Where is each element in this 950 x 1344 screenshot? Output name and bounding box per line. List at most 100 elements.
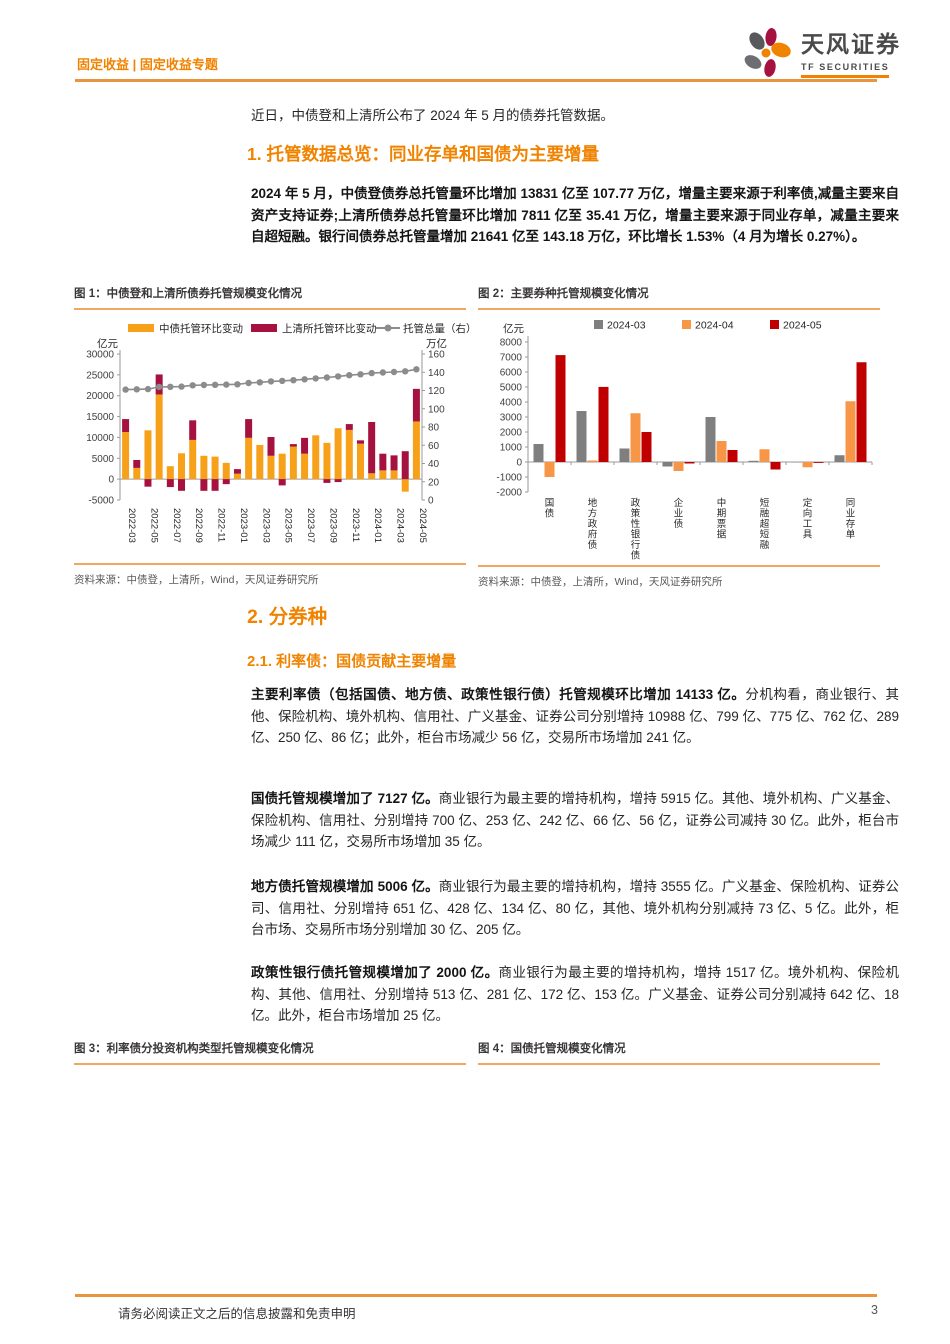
paragraph-rates-lead: 主要利率债（包括国债、地方债、政策性银行债）托管规模环比增加 14133 亿。 <box>251 687 746 702</box>
chart-custody-change-bar-line: 中债托管环比变动 上清所托管环比变动 托管总量（右） 亿元 万亿 -5000 0 5000 10… <box>74 314 476 563</box>
paragraph-local-gov-rest: 商业银行为最主要的增持机构，增持 3555 亿。广义基金、保险机构、证券公司、信… <box>251 879 899 937</box>
brand-subtitle: TF SECURITIES <box>801 62 890 78</box>
svg-text:定向工具: 定向工具 <box>803 497 813 541</box>
svg-text:1000: 1000 <box>500 443 523 454</box>
figure4-caption-rule <box>478 1063 880 1065</box>
brand-name: 天风证券 <box>801 30 901 57</box>
paragraph-policy-bank-lead: 政策性银行债托管规模增加了 2000 亿。 <box>251 965 499 980</box>
section2-title: 2. 分券种 <box>247 606 328 628</box>
intro-paragraph: 近日，中债登和上清所公布了 2024 年 5 月的债券托管数据。 <box>251 108 615 123</box>
svg-text:10000: 10000 <box>86 433 114 444</box>
svg-text:30000: 30000 <box>86 350 114 361</box>
svg-text:亿元: 亿元 <box>97 337 118 350</box>
header-rule <box>75 79 877 82</box>
svg-text:-5000: -5000 <box>88 496 114 507</box>
svg-text:地方政府债: 地方政府债 <box>588 497 598 551</box>
logo-text: 天风证券 TF SECURITIES <box>801 31 901 78</box>
figure4: 图 4：国债托管规模变化情况 <box>478 1040 880 1065</box>
footer-page-number: 3 <box>871 1303 878 1317</box>
svg-text:亿元: 亿元 <box>503 322 524 335</box>
svg-text:2024-03: 2024-03 <box>607 320 646 332</box>
tf-securities-logo: 天风证券 TF SECURITIES <box>740 28 901 80</box>
section2-1-title: 2.1. 利率债：国债贡献主要增量 <box>247 653 457 670</box>
figure1-source: 资料来源：中债登，上清所，Wind，天风证券研究所 <box>74 574 319 586</box>
svg-text:中债托管环比变动: 中债托管环比变动 <box>159 322 243 335</box>
figure1-source-rule <box>74 563 466 565</box>
svg-text:60: 60 <box>428 441 440 452</box>
svg-text:25000: 25000 <box>86 370 114 381</box>
svg-text:企业债: 企业债 <box>674 497 684 530</box>
svg-text:同业存单: 同业存单 <box>846 498 856 541</box>
svg-text:-2000: -2000 <box>496 488 522 499</box>
footer-disclaimer: 请务必阅读正文之后的信息披露和免责申明 <box>118 1307 356 1321</box>
svg-text:2000: 2000 <box>500 428 523 439</box>
svg-text:2024-03: 2024-03 <box>395 508 406 543</box>
svg-text:0: 0 <box>428 496 434 507</box>
svg-text:8000: 8000 <box>500 338 523 349</box>
svg-text:托管总量（右）: 托管总量（右） <box>403 322 470 335</box>
svg-text:20000: 20000 <box>86 391 114 402</box>
paragraph-local-gov-lead: 地方债托管规模增加 5006 亿。 <box>251 879 439 894</box>
svg-text:2022-03: 2022-03 <box>126 508 137 543</box>
figure4-caption: 图 4：国债托管规模变化情况 <box>478 1043 626 1055</box>
paragraph-treasury-rest: 商业银行为最主要的增持机构，增持 5915 亿。其他、境外机构、广义基金、保险机… <box>251 791 899 849</box>
svg-text:20: 20 <box>428 477 440 488</box>
svg-text:上清所托管环比变动: 上清所托管环比变动 <box>282 322 377 335</box>
svg-text:2024-05: 2024-05 <box>417 508 428 543</box>
svg-text:2024-05: 2024-05 <box>783 320 822 332</box>
svg-text:80: 80 <box>428 423 440 434</box>
svg-text:2023-11: 2023-11 <box>350 508 361 542</box>
paragraph-rates-rest: 分机构看，商业银行、其他、保险机构、境外机构、信用社、广义基金、证券公司分别增持… <box>251 687 899 745</box>
figure3-caption: 图 3：利率债分投资机构类型托管规模变化情况 <box>74 1043 314 1055</box>
svg-text:120: 120 <box>428 386 445 397</box>
figure2-caption: 图 2：主要券种托管规模变化情况 <box>478 288 649 300</box>
svg-text:2022-11: 2022-11 <box>216 508 227 542</box>
svg-text:2024-01: 2024-01 <box>372 508 383 543</box>
figure3-caption-rule <box>74 1063 466 1065</box>
footer-rule <box>75 1294 877 1297</box>
figure1: 图 1：中债登和上清所债券托管规模变化情况 中债托管环比变动 上清所托管环比变动 托… <box>74 285 477 587</box>
svg-text:0: 0 <box>108 475 114 486</box>
section1-title: 1. 托管数据总览：同业存单和国债为主要增量 <box>247 144 599 164</box>
figure2: 图 2：主要券种托管规模变化情况 2024-03 2024-04 2024-05 亿元… <box>478 285 880 589</box>
logo-flower-icon <box>744 28 791 77</box>
svg-text:15000: 15000 <box>86 412 114 423</box>
svg-text:140: 140 <box>428 368 445 379</box>
svg-text:7000: 7000 <box>500 353 523 364</box>
svg-text:短融超短融: 短融超短融 <box>760 497 770 551</box>
svg-text:2023-07: 2023-07 <box>305 508 316 543</box>
svg-text:2023-05: 2023-05 <box>283 508 294 543</box>
paragraph-treasury-lead: 国债托管规模增加了 7127 亿。 <box>251 791 439 806</box>
svg-text:2024-04: 2024-04 <box>695 320 734 332</box>
figure2-caption-rule <box>478 308 880 310</box>
svg-text:4000: 4000 <box>500 398 523 409</box>
figure2-source: 资料来源：中债登，上清所，Wind，天风证券研究所 <box>478 576 723 588</box>
figure1-caption: 图 1：中债登和上清所债券托管规模变化情况 <box>74 288 303 300</box>
svg-text:2022-07: 2022-07 <box>171 508 182 543</box>
svg-text:5000: 5000 <box>92 454 115 465</box>
paragraph-local-gov: 地方债托管规模增加 5006 亿。商业银行为最主要的增持机构，增持 3555 亿… <box>251 876 899 941</box>
svg-text:3000: 3000 <box>500 413 523 424</box>
svg-text:2023-03: 2023-03 <box>260 508 271 543</box>
paragraph-treasury: 国债托管规模增加了 7127 亿。商业银行为最主要的增持机构，增持 5915 亿… <box>251 788 899 853</box>
svg-text:6000: 6000 <box>500 368 523 379</box>
figure2-source-rule <box>478 565 880 567</box>
svg-text:中期票据: 中期票据 <box>717 497 727 541</box>
svg-text:2022-09: 2022-09 <box>193 508 204 543</box>
svg-text:100: 100 <box>428 404 445 415</box>
figure3: 图 3：利率债分投资机构类型托管规模变化情况 <box>74 1040 466 1065</box>
svg-text:2022-05: 2022-05 <box>149 508 160 543</box>
svg-text:-1000: -1000 <box>496 473 522 484</box>
svg-text:160: 160 <box>428 350 445 361</box>
svg-text:2023-09: 2023-09 <box>327 508 338 543</box>
svg-text:政策性银行债: 政策性银行债 <box>631 497 641 560</box>
svg-text:5000: 5000 <box>500 383 523 394</box>
svg-text:40: 40 <box>428 459 440 470</box>
section1-paragraph: 2024 年 5 月，中债登债券总托管量环比增加 13831 亿至 107.77… <box>251 186 899 244</box>
paragraph-policy-bank-rest: 商业银行为最主要的增持机构，增持 1517 亿。境外机构、保险机构、其他、信用社… <box>251 965 899 1023</box>
svg-text:0: 0 <box>516 458 522 469</box>
svg-text:万亿: 万亿 <box>426 337 447 350</box>
breadcrumb: 固定收益 | 固定收益专题 <box>77 57 218 72</box>
paragraph-rates: 主要利率债（包括国债、地方债、政策性银行债）托管规模环比增加 14133 亿。分… <box>251 684 899 749</box>
